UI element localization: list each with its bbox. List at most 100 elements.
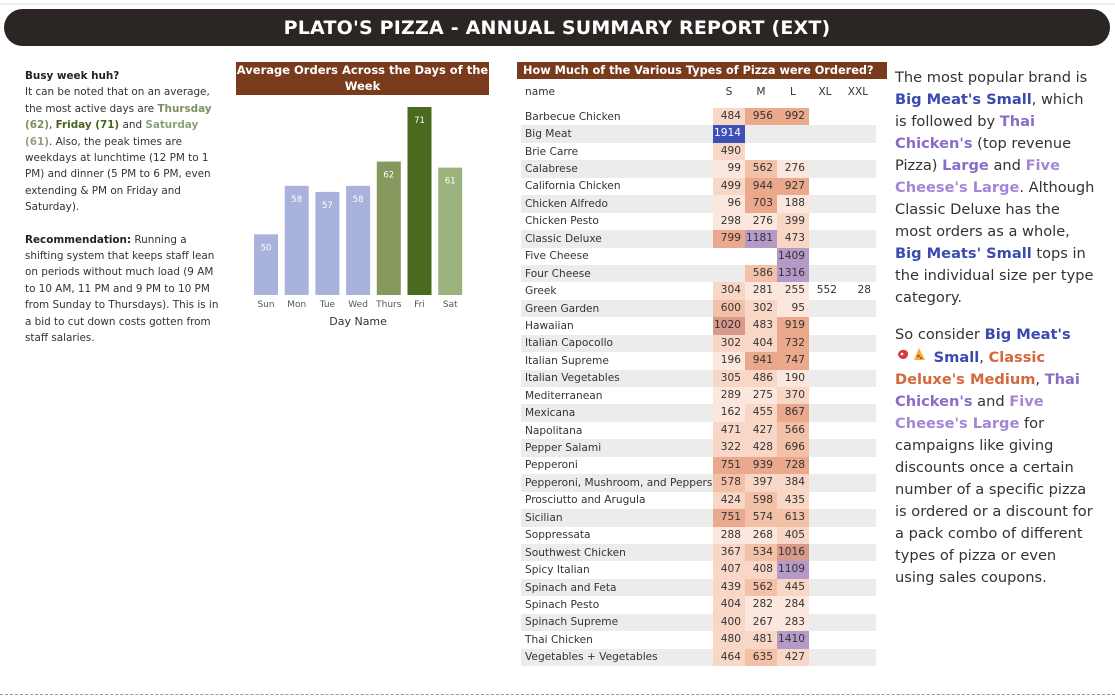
bar-thurs[interactable] [376,161,401,295]
size-xl-cell: 552 [816,284,837,297]
table-row[interactable]: Brie Carre 490 [521,142,876,161]
column-header-l[interactable]: L [790,86,796,98]
size-xxl-cell [841,457,875,474]
table-row[interactable]: Hawaiian 1020 483 919 [521,317,876,335]
bar-value-label: 50 [261,243,272,253]
size-m-cell: 281 [745,282,777,300]
table-row[interactable]: Chicken Pesto 298 276 399 [521,212,876,231]
saturday-highlight: Saturday (61) [25,119,199,148]
table-row[interactable]: Napolitana 471 427 566 [521,421,876,440]
size-xl-cell [809,596,841,613]
size-s-cell: 578 [713,474,745,492]
table-row[interactable]: Spicy Italian 407 408 1109 [521,561,876,579]
report-title: PLATO'S PIZZA - ANNUAL SUMMARY REPORT (E… [4,9,1110,46]
column-header-xl[interactable]: XL [818,86,832,98]
bar-mon[interactable] [284,185,309,295]
size-xxl-cell [841,387,875,404]
size-xl-cell [809,352,841,369]
pizza-name-cell: Five Cheese [525,250,589,263]
table-row[interactable]: Four Cheese 586 1316 [521,264,876,283]
table-row[interactable]: Italian Supreme 196 941 747 [521,352,876,370]
pizza-name-cell: Pepper Salami [525,442,602,455]
column-header-xxl[interactable]: XXL [847,86,869,98]
table-row[interactable]: Prosciutto and Arugula 424 598 435 [521,491,876,510]
size-xxl-cell [841,614,875,631]
pizza-name-cell: California Chicken [525,180,621,193]
size-xxl-cell [841,439,875,456]
text-segment: The most popular brand is [895,69,1088,86]
table-row[interactable]: Italian Vegetables 305 486 190 [521,369,876,387]
table-row[interactable]: Mexicana 162 455 867 [521,404,876,422]
bar-value-label: 58 [353,195,364,205]
text-segment: , [979,349,989,366]
table-row[interactable]: Pepper Salami 322 428 696 [521,439,876,457]
table-row[interactable]: Spinach Pesto 404 282 284 [521,596,876,614]
table-row[interactable]: Barbecue Chicken 484 956 992 [521,108,876,126]
table-row[interactable]: Pepperoni 751 939 728 [521,456,876,475]
bar-fri[interactable] [407,107,432,295]
pizza-name-cell: Southwest Chicken [525,546,626,559]
size-l-cell: 445 [777,578,809,597]
size-xl-cell [809,178,841,195]
table-row[interactable]: Soppressata 288 268 405 [521,526,876,544]
large-highlight: Large [942,157,989,174]
table-row[interactable]: Sicilian 751 574 613 [521,509,876,527]
size-m-cell: 397 [745,474,777,492]
column-header-s[interactable]: S [725,86,733,98]
table-row[interactable]: Greek 304 281 255 552 28 [521,282,876,300]
table-row[interactable]: Calabrese 99 562 276 [521,160,876,178]
size-m-cell: 302 [745,299,777,318]
size-xxl-cell [841,195,875,212]
table-row[interactable]: Italian Capocollo 302 404 732 [521,334,876,353]
table-row[interactable]: Pepperoni, Mushroom, and Peppers 578 397 38… [521,474,876,492]
table-row[interactable]: Chicken Alfredo 96 703 188 [521,195,876,213]
size-xxl-cell [841,317,875,334]
table-row[interactable]: Green Garden 600 302 95 [521,299,876,318]
size-xxl-cell: 28 [857,284,871,297]
table-row[interactable]: Spinach Supreme 400 267 283 [521,613,876,632]
table-row[interactable]: Five Cheese 1409 [521,247,876,265]
size-m-cell: 404 [745,334,777,353]
table-row[interactable]: Southwest Chicken 367 534 1016 [521,543,876,562]
table-row[interactable]: Spinach and Feta 439 562 445 [521,578,876,597]
column-header-name[interactable]: name [525,86,556,98]
size-xxl-cell [841,248,875,265]
pizza-name-cell: Chicken Pesto [525,215,599,228]
size-l-cell: 284 [777,596,809,614]
size-s-cell: 304 [713,282,745,300]
bar-sat[interactable] [438,167,463,295]
size-xl-cell [809,492,841,509]
table-row[interactable]: Vegetables + Vegetables 464 635 427 [521,648,876,666]
size-m-cell: 481 [745,631,777,649]
size-s-cell: 99 [713,160,745,178]
size-s-cell: 407 [713,561,745,579]
bar-sun[interactable] [254,234,278,295]
thursday-highlight: Thursday (62) [25,102,212,132]
size-xxl-cell [841,579,875,596]
table-row[interactable]: Thai Chicken 480 481 1410 [521,631,876,649]
recommendation-paragraph: Recommendation: Running a shifting syste… [25,232,225,347]
x-tick-label: Mon [287,300,306,310]
size-xxl-cell [841,509,875,526]
size-l-cell: 427 [777,648,809,666]
size-xxl-cell [841,125,875,142]
bar-wed[interactable] [346,185,371,295]
size-xxl-cell [841,370,875,387]
size-l-cell [777,143,809,160]
column-header-m[interactable]: M [756,86,766,98]
x-tick-label: Fri [414,300,425,310]
size-l-cell: 95 [777,299,809,318]
table-row[interactable]: Mediterranean 289 275 370 [521,387,876,405]
table-row[interactable]: California Chicken 499 944 927 [521,177,876,196]
size-m-cell: 956 [745,108,777,126]
table-row[interactable]: Classic Deluxe 799 1181 473 [521,230,876,248]
table-row[interactable]: Big Meat 1914 [521,125,876,143]
pizza-size-matrix: name S M L XL XXL Barbecue Chicken 484 956… [521,82,876,666]
bar-tue[interactable] [315,191,340,295]
size-s-cell: 751 [713,509,745,527]
size-xxl-cell [841,544,875,561]
size-s-cell: 600 [713,299,745,318]
text-segment: and [119,119,146,132]
size-xl-cell [809,230,841,247]
size-l-cell: 747 [777,352,809,370]
